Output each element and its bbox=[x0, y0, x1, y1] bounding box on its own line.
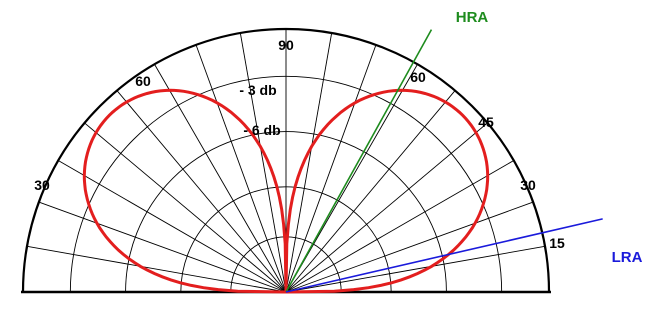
grid-spoke bbox=[285, 245, 546, 293]
grid-spoke bbox=[58, 160, 287, 293]
angle-label-right-15: 15 bbox=[549, 235, 565, 251]
grid-spoke bbox=[239, 32, 287, 293]
right-lobe bbox=[284, 88, 490, 294]
lra-ray bbox=[285, 218, 603, 293]
ring-label-minus-6db: - 6 db bbox=[243, 122, 280, 138]
polar-grid bbox=[26, 29, 546, 293]
grid-spoke bbox=[154, 64, 287, 293]
outer-arc bbox=[21, 27, 551, 293]
lra-label: LRA bbox=[612, 249, 643, 266]
hra-label: HRA bbox=[456, 9, 489, 26]
grid-spoke bbox=[285, 160, 514, 293]
ring-label-minus-3db: - 3 db bbox=[239, 82, 276, 98]
grid-spoke bbox=[285, 32, 333, 293]
angle-label-left-30: 30 bbox=[34, 177, 50, 193]
grid-spoke bbox=[285, 122, 488, 293]
grid-spoke bbox=[26, 245, 287, 293]
angle-label-right-30: 30 bbox=[520, 177, 536, 193]
grid-spoke bbox=[285, 201, 534, 293]
angle-label-left-60: 60 bbox=[135, 73, 151, 89]
grid-spoke bbox=[84, 122, 287, 293]
grid-spoke bbox=[38, 201, 287, 293]
grid-spoke bbox=[285, 44, 377, 293]
angle-label-right-45: 45 bbox=[478, 114, 494, 130]
grid-spoke bbox=[285, 90, 456, 293]
hra-ray bbox=[285, 29, 433, 293]
grid-spoke bbox=[195, 44, 287, 293]
angle-label-90: 90 bbox=[278, 37, 294, 53]
angle-label-right-60: 60 bbox=[410, 69, 426, 85]
grid-spoke bbox=[116, 90, 287, 293]
left-lobe bbox=[82, 88, 288, 294]
